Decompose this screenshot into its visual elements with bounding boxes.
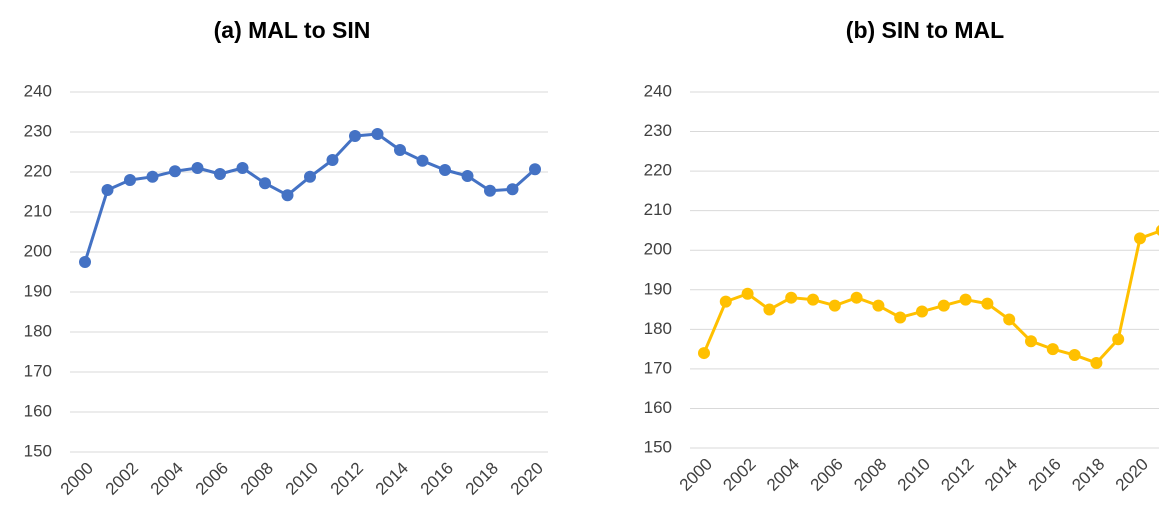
point [416,154,429,167]
point [916,305,928,318]
point [828,299,841,312]
y-tick-label: 230 [644,121,672,140]
x-tick-label: 2002 [719,455,759,495]
point [719,295,732,308]
point [850,291,863,304]
x-tick-label: 2006 [807,455,847,495]
point [959,293,972,306]
point [236,162,249,174]
series-line [83,132,536,263]
y-tick-label: 230 [24,121,52,140]
point [1134,232,1146,245]
point [1003,313,1016,326]
y-tick-label: 190 [644,279,672,298]
point [326,154,339,166]
point [1155,225,1159,236]
chart-title: (a) MAL to SIN [214,17,371,43]
point [304,170,316,183]
x-tick-label: 2014 [981,455,1021,495]
x-tick-label: 2018 [1068,455,1108,495]
y-tick-label: 170 [644,358,672,377]
y-tick-label: 160 [24,401,52,420]
point [191,162,204,174]
y-tick-label: 180 [644,319,672,338]
point [698,347,710,360]
x-tick-label: 2010 [894,455,934,495]
point [1068,349,1081,362]
point [484,184,496,197]
point [394,144,406,156]
point [785,291,798,304]
point [1112,333,1125,346]
y-tick-label: 180 [24,321,52,340]
x-tick-label: 2018 [462,459,502,499]
point [79,256,91,268]
y-tick-label: 170 [24,361,52,380]
x-tick-label: 2012 [327,459,367,499]
point [529,163,541,176]
x-tick-label: 2000 [676,455,716,495]
x-tick-label: 2008 [850,455,890,495]
x-tick-label: 2002 [102,459,142,499]
series-line [702,229,1159,365]
point [807,293,819,306]
x-tick-label: 2020 [1112,455,1152,495]
y-tick-label: 200 [24,241,52,260]
y-tick-label: 190 [24,281,52,300]
y-tick-label: 160 [644,398,672,417]
y-tick-label: 150 [24,441,52,460]
x-tick-label: 2020 [507,459,547,499]
x-tick-label: 2016 [417,459,457,499]
point [1090,356,1103,369]
x-tick-label: 2004 [763,455,803,495]
point [371,128,384,140]
point [1025,335,1037,348]
point [281,189,294,202]
x-tick-label: 2008 [237,459,277,499]
x-tick-label: 2000 [57,459,97,499]
y-tick-label: 220 [644,161,672,180]
point [1046,343,1059,356]
point [872,299,885,312]
x-tick-label: 2012 [937,455,977,495]
point [894,311,907,324]
point [259,177,271,190]
point [763,303,776,316]
point [506,183,519,196]
y-tick-label: 150 [644,437,672,456]
point [439,164,451,176]
point [101,184,114,196]
point [124,174,136,186]
y-tick-label: 210 [24,201,52,220]
x-tick-label: 2006 [192,459,232,499]
x-tick-label: 2016 [1025,455,1065,495]
point [461,170,474,182]
point [214,168,226,180]
x-tick-label: 2004 [147,459,187,499]
y-tick-label: 220 [24,161,52,180]
y-tick-label: 240 [24,81,52,100]
y-tick-label: 210 [644,200,672,219]
point [349,130,361,142]
point [741,287,754,300]
x-tick-label: 2014 [372,459,412,499]
point [146,170,159,183]
point [981,297,994,310]
y-tick-label: 200 [644,240,672,259]
point [937,299,950,312]
y-tick-label: 240 [644,81,672,100]
chart-title: (b) SIN to MAL [846,17,1004,43]
x-tick-label: 2010 [282,459,322,499]
point [169,165,181,178]
